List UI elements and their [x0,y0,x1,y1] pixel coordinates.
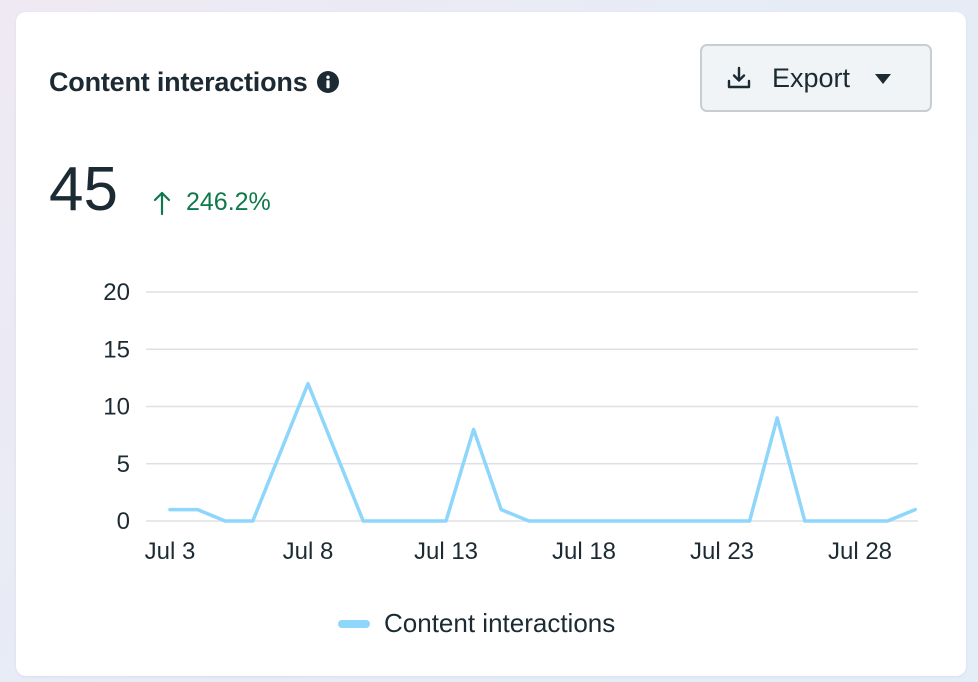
metric-change: 246.2% [152,188,271,217]
card-header: Content interactions [49,64,339,100]
chart-legend: Content interactions [338,608,615,639]
y-tick-label: 15 [103,336,130,363]
y-tick-label: 5 [117,451,130,478]
x-tick-label: Jul 18 [552,538,616,565]
x-tick-label: Jul 3 [145,538,196,565]
metric-change-value: 246.2% [186,188,271,216]
legend-label: Content interactions [384,608,616,638]
export-button[interactable]: Export [700,44,932,112]
y-axis-ticks: 0 5 10 15 20 [103,279,130,535]
export-button-label: Export [772,62,851,93]
y-tick-label: 0 [117,508,130,535]
legend-swatch [338,619,370,628]
x-tick-label: Jul 13 [414,538,478,565]
x-tick-label: Jul 8 [283,538,334,565]
info-icon[interactable] [316,71,339,93]
card-title: Content interactions [49,66,308,97]
arrow-up-icon [152,190,172,216]
x-tick-label: Jul 28 [828,538,892,565]
x-tick-label: Jul 23 [690,538,754,565]
x-axis-ticks: Jul 3 Jul 8 Jul 13 Jul 18 Jul 23 Jul 28 [145,538,892,565]
y-tick-label: 10 [103,394,130,421]
content-interactions-card: Content interactions Export 45 [16,12,966,676]
y-tick-label: 20 [103,279,130,306]
chart-series [168,381,917,523]
metric-value: 45 [49,155,118,224]
download-icon [726,65,752,91]
chart-gridlines [146,291,918,522]
caret-down-icon [874,72,892,84]
series-line-content-interactions [168,381,917,523]
